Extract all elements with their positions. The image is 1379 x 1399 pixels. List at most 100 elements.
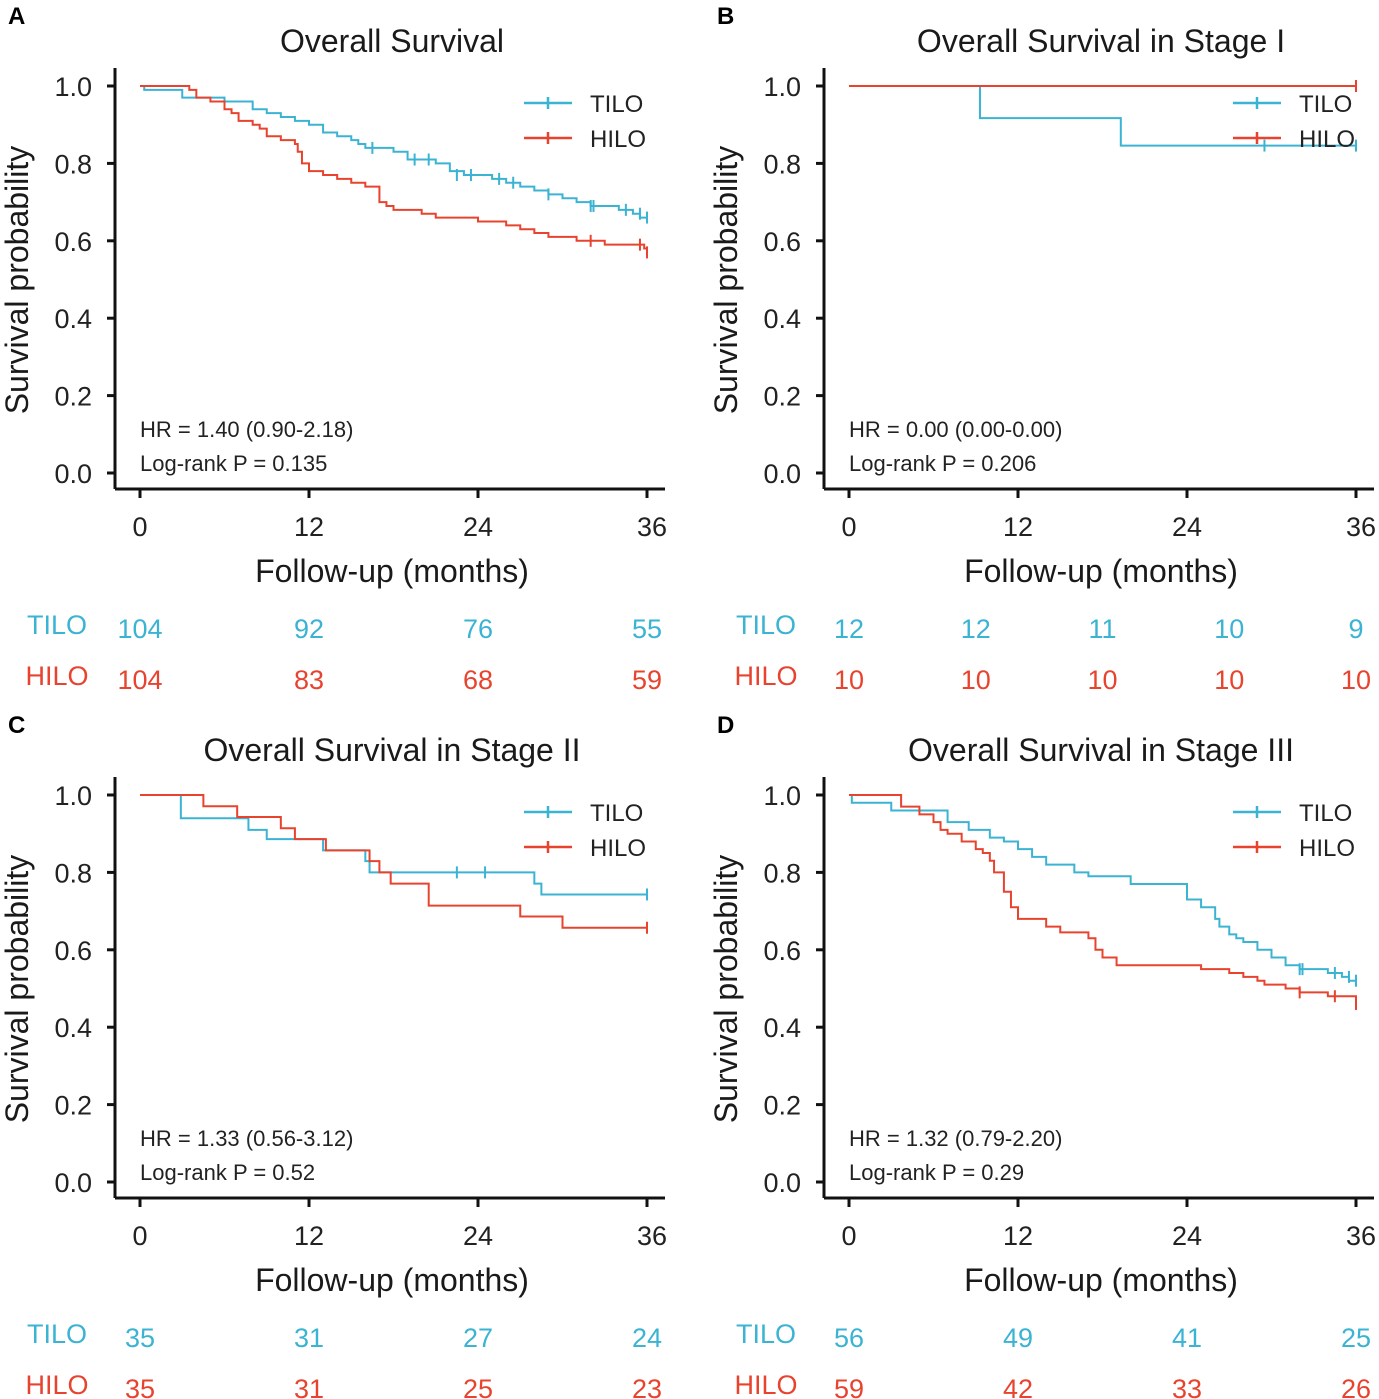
y-tick-label: 1.0 [763, 781, 801, 811]
y-tick-label: 1.0 [54, 72, 92, 102]
y-tick-label: 0.8 [54, 149, 92, 179]
p-value-annotation: Log-rank P = 0.206 [849, 451, 1036, 476]
legend-label-tilo: TILO [590, 91, 643, 118]
y-tick-label: 1.0 [763, 72, 801, 102]
x-tick-label: 24 [463, 512, 493, 542]
x-axis-label: Follow-up (months) [964, 1262, 1238, 1298]
risk-count-hilo: 83 [294, 665, 324, 695]
risk-count-tilo: 55 [632, 614, 662, 644]
legend-label-tilo: TILO [1299, 800, 1352, 827]
risk-row-label-hilo: HILO [734, 661, 797, 691]
x-tick-label: 36 [637, 1221, 667, 1251]
x-axis-label: Follow-up (months) [255, 553, 529, 589]
y-tick-label: 0.0 [763, 459, 801, 489]
series-line-tilo [849, 85, 1356, 147]
risk-row-label-hilo: HILO [25, 1370, 88, 1399]
hr-annotation: HR = 1.33 (0.56-3.12) [140, 1126, 353, 1151]
risk-count-hilo: 26 [1341, 1374, 1371, 1399]
y-tick-label: 0.6 [54, 227, 92, 257]
risk-count-hilo: 10 [1087, 665, 1117, 695]
x-tick-label: 12 [294, 1221, 324, 1251]
chart-title: Overall Survival in Stage II [203, 732, 580, 768]
panel-a: A Overall Survival 0.0 0.2 0.4 0.6 0.8 1.0 0 12 24… [0, 3, 667, 695]
risk-count-hilo: 35 [125, 1374, 155, 1399]
y-tick-label: 0.8 [763, 858, 801, 888]
risk-count-tilo: 41 [1172, 1323, 1202, 1353]
series-line-hilo [140, 794, 647, 929]
risk-row-label-tilo: TILO [736, 610, 796, 640]
x-tick-label: 0 [132, 1221, 147, 1251]
y-tick-label: 0.8 [763, 149, 801, 179]
x-tick-label: 12 [1003, 512, 1033, 542]
chart-title: Overall Survival in Stage I [917, 23, 1285, 59]
x-tick-label: 12 [294, 512, 324, 542]
hr-annotation: HR = 0.00 (0.00-0.00) [849, 417, 1062, 442]
series-line-tilo [140, 794, 647, 896]
y-tick-label: 0.0 [763, 1168, 801, 1198]
x-tick-label: 12 [1003, 1221, 1033, 1251]
y-tick-label: 0.4 [54, 1013, 92, 1043]
risk-row-label-tilo: TILO [27, 610, 87, 640]
y-tick-label: 0.2 [54, 382, 92, 412]
risk-count-hilo: 59 [834, 1374, 864, 1399]
risk-count-tilo: 56 [834, 1323, 864, 1353]
x-tick-label: 24 [1172, 1221, 1202, 1251]
panel-b: B Overall Survival in Stage I 0.0 0.2 0.4 0.6… [708, 3, 1376, 695]
risk-count-hilo: 104 [117, 665, 162, 695]
y-tick-label: 0.4 [54, 304, 92, 334]
hr-annotation: HR = 1.40 (0.90-2.18) [140, 417, 353, 442]
series-line-tilo [849, 794, 1356, 982]
y-tick-label: 0.2 [54, 1091, 92, 1121]
risk-count-tilo: 92 [294, 614, 324, 644]
risk-count-tilo: 10 [1214, 614, 1244, 644]
chart-title: Overall Survival [280, 23, 504, 59]
risk-count-hilo: 10 [961, 665, 991, 695]
series-line-hilo [140, 85, 648, 253]
risk-count-tilo: 11 [1088, 614, 1116, 644]
legend-label-hilo: HILO [590, 126, 646, 153]
x-tick-label: 36 [1346, 1221, 1376, 1251]
y-tick-label: 0.6 [763, 227, 801, 257]
y-tick-label: 0.6 [763, 936, 801, 966]
risk-count-tilo: 31 [294, 1323, 324, 1353]
series-line-hilo [849, 794, 1357, 1004]
y-tick-label: 0.0 [54, 459, 92, 489]
risk-count-hilo: 23 [632, 1374, 662, 1399]
risk-count-hilo: 59 [632, 665, 662, 695]
panel-label: D [717, 712, 734, 739]
p-value-annotation: Log-rank P = 0.52 [140, 1160, 315, 1185]
panel-label: B [717, 3, 734, 30]
panel-d: D Overall Survival in Stage III 0.0 0.2 0.4 0… [708, 712, 1376, 1399]
x-axis-label: Follow-up (months) [255, 1262, 529, 1298]
risk-count-hilo: 10 [1214, 665, 1244, 695]
panel-label: A [8, 3, 25, 30]
x-tick-label: 24 [1172, 512, 1202, 542]
risk-count-hilo: 31 [294, 1374, 324, 1399]
risk-count-tilo: 12 [961, 614, 991, 644]
risk-count-tilo: 24 [632, 1323, 662, 1353]
y-tick-label: 0.2 [763, 1091, 801, 1121]
p-value-annotation: Log-rank P = 0.29 [849, 1160, 1024, 1185]
panel-label: C [8, 712, 25, 739]
series-line-tilo [140, 85, 647, 219]
x-axis-label: Follow-up (months) [964, 553, 1238, 589]
hr-annotation: HR = 1.32 (0.79-2.20) [849, 1126, 1062, 1151]
risk-row-label-tilo: TILO [27, 1319, 87, 1349]
risk-count-hilo: 10 [1341, 665, 1371, 695]
y-axis-label: Survival probability [0, 855, 35, 1124]
y-tick-label: 0.4 [763, 1013, 801, 1043]
risk-count-hilo: 10 [834, 665, 864, 695]
risk-row-label-tilo: TILO [736, 1319, 796, 1349]
y-tick-label: 0.0 [54, 1168, 92, 1198]
p-value-annotation: Log-rank P = 0.135 [140, 451, 327, 476]
y-tick-label: 0.2 [763, 382, 801, 412]
chart-title: Overall Survival in Stage III [908, 732, 1294, 768]
risk-count-hilo: 42 [1003, 1374, 1033, 1399]
legend-label-hilo: HILO [1299, 126, 1355, 153]
risk-count-tilo: 27 [463, 1323, 493, 1353]
y-tick-label: 0.4 [763, 304, 801, 334]
risk-row-label-hilo: HILO [734, 1370, 797, 1399]
legend-label-hilo: HILO [590, 835, 646, 862]
y-axis-label: Survival probability [708, 855, 744, 1124]
y-tick-label: 1.0 [54, 781, 92, 811]
